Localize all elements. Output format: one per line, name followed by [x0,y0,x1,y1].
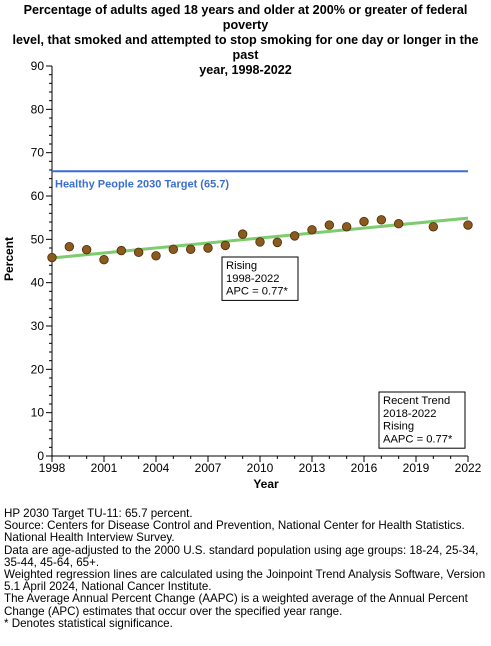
data-point [237,229,248,239]
data-point [341,222,352,232]
x-tick-label: 2022 [455,461,482,475]
data-point [393,219,404,229]
footnote-regression: Weighted regression lines are calculated… [4,568,486,594]
y-tick-label: 0 [37,449,44,463]
data-point [289,231,300,241]
x-tick-label: 1998 [39,461,66,475]
annotation-text: Rising [383,421,414,433]
data-point [359,216,369,227]
data-point [133,247,144,258]
annotation-text: APC = 0.77* [226,286,289,298]
x-tick-label: 2016 [351,461,378,475]
x-tick-label: 2001 [91,461,118,475]
data-point [307,225,317,235]
x-tick-label: 2013 [299,461,326,475]
aapc-annotation-box [378,391,466,449]
data-point [47,252,57,263]
apc-annotation-box [221,256,299,301]
footnotes: HP 2030 Target TU-11: 65.7 percent. Sour… [4,507,488,630]
y-axis-title: Percent [2,237,16,281]
data-point [81,245,92,255]
y-tick-label: 70 [31,146,45,160]
data-point [272,237,283,248]
data-point [64,241,75,252]
data-point [151,251,161,261]
footnote-age-adjust: Data are age-adjusted to the 2000 U.S. s… [4,543,479,569]
y-tick-label: 10 [31,406,45,420]
data-point [376,215,387,225]
data-point [255,237,265,247]
y-tick-label: 20 [31,362,45,376]
x-axis-title: Year [253,477,279,491]
x-tick-label: 2010 [247,461,274,475]
footnote-aapc: The Average Annual Percent Change (AAPC)… [4,592,468,618]
annotation-text: 1998-2022 [226,273,280,285]
data-point [99,255,109,265]
annotation-text: Rising [226,260,257,272]
data-point [203,243,213,253]
chart-title: Percentage of adults aged 18 years and o… [12,3,479,77]
y-tick-label: 80 [31,102,45,116]
annotation-text: Recent Trend [383,395,450,407]
data-point [428,222,439,232]
x-tick-label: 2004 [143,461,170,475]
y-tick-label: 90 [31,59,45,73]
x-tick-label: 2007 [195,461,222,475]
target-line-label: Healthy People 2030 Target (65.7) [55,178,229,190]
x-tick-label: 2019 [403,461,430,475]
y-tick-label: 60 [31,189,45,203]
annotation-text: AAPC = 0.77* [383,433,453,445]
footnote-significance: * Denotes statistical significance. [4,616,173,630]
data-point [185,244,196,255]
chart-plot: 0 10 20 30 40 50 60 70 80 90 1998 2001 2004 2007 2010 2… [2,59,482,491]
data-point [168,244,179,255]
footnote-target: HP 2030 Target TU-11: 65.7 percent. [4,507,193,520]
annotation-text: 2018-2022 [383,408,437,420]
data-point [463,220,473,230]
y-tick-label: 40 [31,276,45,290]
y-tick-label: 50 [31,232,45,246]
y-tick-label: 30 [31,319,45,333]
footnote-source: Source: Centers for Disease Control and … [4,519,465,545]
data-point [220,240,231,251]
data-point [116,245,127,256]
data-point [324,220,335,230]
